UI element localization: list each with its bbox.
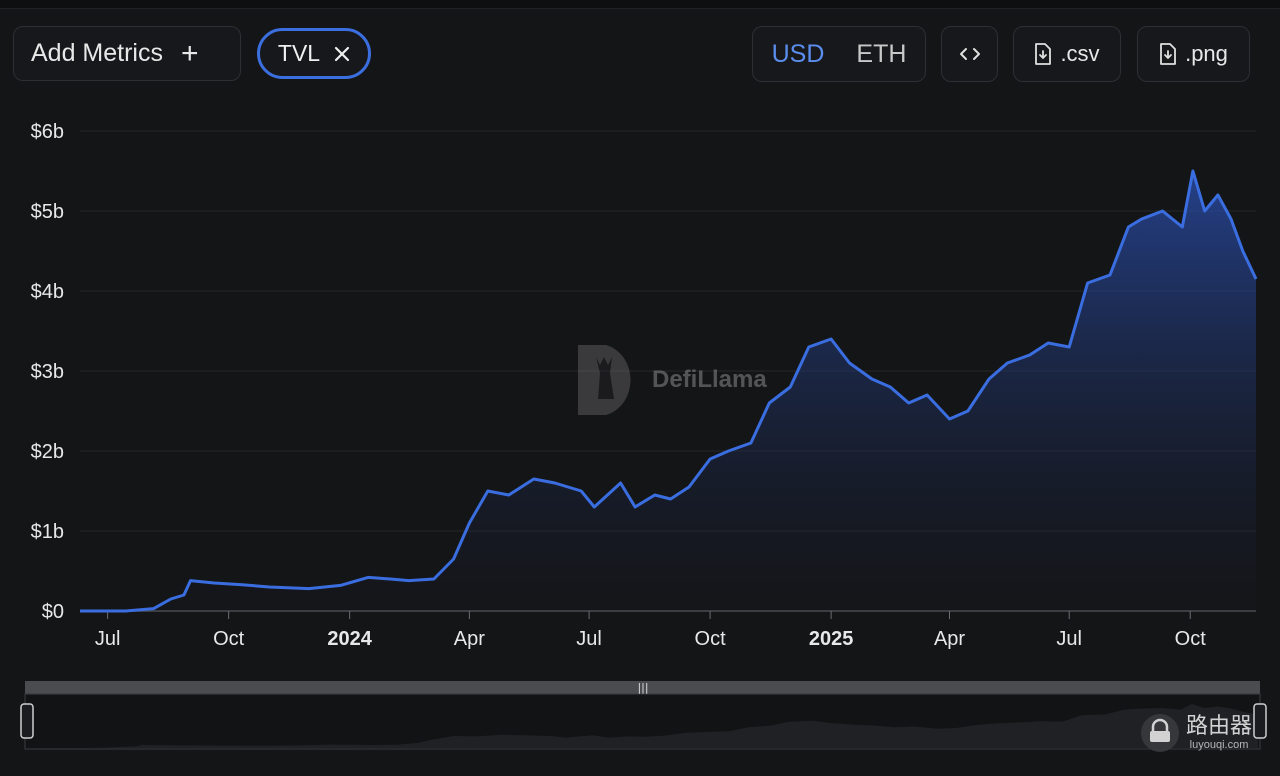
x-tick-label: Jul [576,628,602,650]
y-tick-label: $4b [31,281,64,303]
brush-top-bar[interactable] [25,681,1260,694]
add-metrics-label: Add Metrics [31,39,163,67]
x-tick-label: Oct [213,628,245,650]
tvl-metric-chip[interactable]: TVL [257,28,371,79]
code-icon [959,48,980,60]
brand-name: 路由器 [1186,713,1253,738]
png-label: .png [1185,41,1228,66]
router-logo-icon [1141,714,1179,752]
embed-code-button[interactable] [941,26,998,82]
x-tick-label: 2024 [327,628,372,650]
y-axis: $0 $1b $2b $3b $4b $5b $6b [31,121,64,623]
tvl-chip-label: TVL [277,40,321,66]
llama-logo-icon [578,345,631,415]
brand-domain: luyouqi.com [1189,739,1249,751]
range-brush[interactable]: ||| [20,681,1267,750]
x-tick-label: Oct [1175,628,1207,650]
tvl-series-line [80,169,1258,613]
currency-eth-option[interactable]: ETH [856,39,907,68]
window-top-edge [0,0,1280,9]
download-png-button[interactable]: .png [1137,26,1250,82]
csv-label: .csv [1060,41,1100,66]
y-tick-label: $6b [31,121,64,143]
file-download-icon [1035,43,1052,65]
x-tick-label: Apr [934,628,965,650]
y-tick-label: $0 [42,601,64,623]
currency-usd-option[interactable]: USD [771,39,825,68]
add-metrics-button[interactable]: Add Metrics + [13,26,241,81]
file-download-icon [1160,43,1176,65]
brush-grip-icon[interactable]: ||| [637,681,648,694]
y-tick-label: $1b [31,521,64,543]
watermark-text: DefiLlama [652,366,767,393]
x-tick-label: Jul [1056,628,1082,650]
x-tick-label: Jul [95,628,121,650]
x-tick-label: Oct [695,628,727,650]
site-brand-badge: 路由器 luyouqi.com [1140,713,1252,753]
brush-left-handle[interactable] [20,703,34,739]
x-tick-label: Apr [454,628,485,650]
close-icon[interactable] [334,46,350,62]
brush-mini-area [27,704,1258,748]
y-tick-label: $5b [31,201,64,223]
x-axis: Jul Oct 2024 Apr Jul Oct 2025 Apr Jul Oct [95,611,1206,650]
y-tick-label: $2b [31,441,64,463]
brush-right-handle[interactable] [1253,703,1267,739]
currency-toggle: USD ETH [752,26,926,82]
plus-icon: + [180,36,199,70]
defillama-watermark: DefiLlama [574,343,767,417]
tvl-area-fill [80,171,1256,611]
x-tick-label: 2025 [809,628,854,650]
download-csv-button[interactable]: .csv [1013,26,1121,82]
y-tick-label: $3b [31,361,64,383]
